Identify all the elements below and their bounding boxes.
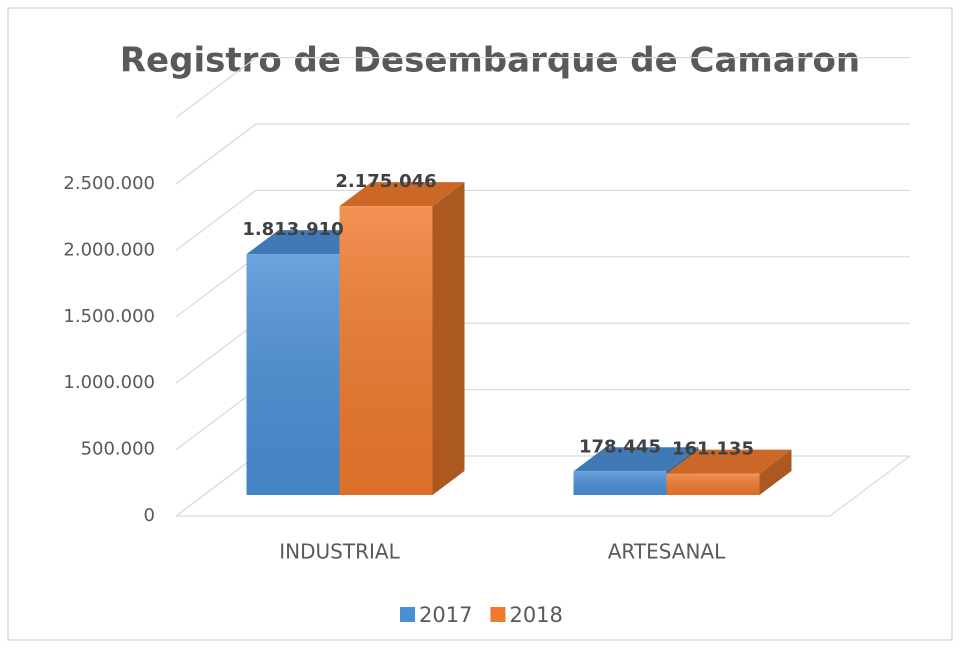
y-tick-label: 0	[144, 505, 155, 526]
bar	[339, 182, 465, 496]
chart-border	[7, 7, 953, 641]
bar-shading	[246, 254, 340, 495]
y-tick-label: 2.000.000	[63, 239, 155, 260]
data-label: 178.445	[579, 436, 661, 457]
bar-side	[759, 449, 792, 495]
grid-line	[175, 56, 910, 119]
floor-edge	[829, 455, 911, 517]
grid-line	[175, 123, 910, 185]
legend-label: 2017	[419, 603, 472, 627]
y-tick-label: 2.500.000	[63, 173, 155, 194]
x-tick-label: ARTESANAL	[608, 540, 726, 564]
y-tick-label: 500.000	[81, 439, 155, 460]
legend-swatch	[400, 607, 415, 622]
chart-title: Registro de Desembarque de Camaron	[120, 41, 860, 81]
bar	[666, 449, 792, 495]
data-label: 161.135	[672, 439, 754, 460]
legend-swatch	[490, 607, 506, 622]
y-tick-label: 1.500.000	[63, 306, 155, 327]
bar-shading	[666, 473, 760, 495]
data-label: 2.175.046	[335, 171, 436, 192]
y-tick-label: 1.000.000	[63, 372, 155, 393]
bar-top	[573, 447, 699, 472]
bar-shading	[339, 206, 433, 496]
bar-top	[339, 182, 465, 207]
bar-side	[432, 182, 465, 496]
bar-shading	[573, 471, 667, 495]
bar-top	[666, 449, 792, 474]
x-tick-label: INDUSTRIAL	[279, 540, 400, 564]
legend-label: 2018	[509, 603, 562, 627]
data-label: 1.813.910	[242, 219, 343, 240]
grid-line	[175, 189, 910, 251]
